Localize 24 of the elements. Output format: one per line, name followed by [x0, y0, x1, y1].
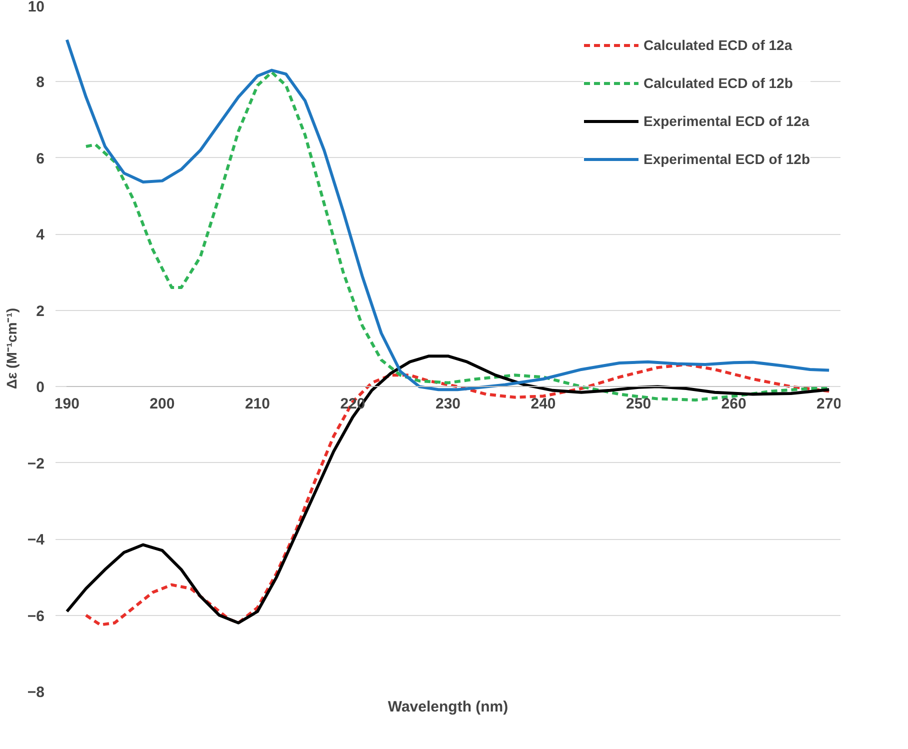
y-tick-label: 0 [36, 379, 44, 396]
x-tick-label: 230 [435, 396, 461, 413]
y-tick-label: −6 [27, 608, 45, 625]
legend-label: Calculated ECD of 12a [644, 37, 792, 53]
x-tick-label: 250 [626, 396, 652, 413]
x-tick-label: 240 [530, 396, 556, 413]
y-tick-label: −8 [27, 684, 45, 701]
y-tick-label: 2 [36, 302, 44, 320]
y-tick-label: 10 [28, 0, 45, 16]
legend-label: Experimental ECD of 12b [644, 151, 810, 167]
legend-label: Calculated ECD of 12b [644, 75, 793, 91]
y-tick-label: −2 [27, 455, 45, 472]
y-tick-label: 6 [36, 150, 44, 168]
legend-label: Experimental ECD of 12a [644, 113, 810, 129]
x-tick-label: 260 [721, 396, 746, 413]
x-tick-label: 210 [244, 396, 270, 413]
x-tick-label: 190 [54, 396, 80, 413]
y-tick-label: 8 [36, 74, 44, 92]
x-tick-label: 200 [150, 396, 175, 413]
x-axis-title: Wavelength (nm) [388, 698, 508, 716]
y-axis-title: Δε (M⁻¹cm⁻¹) [3, 308, 20, 390]
y-tick-label: 4 [36, 226, 46, 244]
y-tick-label: −4 [27, 532, 46, 549]
x-tick-label: 270 [816, 396, 842, 413]
